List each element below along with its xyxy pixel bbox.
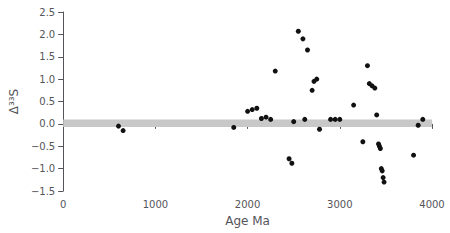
svg-text:Age Ma: Age Ma: [225, 214, 270, 228]
svg-text:1000: 1000: [143, 199, 168, 210]
svg-text:0.0: 0.0: [39, 118, 55, 129]
svg-text:1.5: 1.5: [39, 51, 55, 62]
svg-text:0.5: 0.5: [39, 96, 55, 107]
svg-text:0: 0: [60, 199, 66, 210]
svg-text:3000: 3000: [327, 199, 352, 210]
svg-text:2.5: 2.5: [39, 7, 55, 18]
svg-text:1.0: 1.0: [39, 74, 55, 85]
svg-text:2.0: 2.0: [39, 29, 55, 40]
svg-text:−0.5: −0.5: [31, 141, 55, 152]
svg-text:4000: 4000: [419, 199, 444, 210]
svg-text:−1.5: −1.5: [31, 186, 55, 197]
svg-text:−1.0: −1.0: [31, 163, 55, 174]
svg-text:2000: 2000: [235, 199, 260, 210]
svg-text:Δ³³S: Δ³³S: [7, 89, 21, 114]
